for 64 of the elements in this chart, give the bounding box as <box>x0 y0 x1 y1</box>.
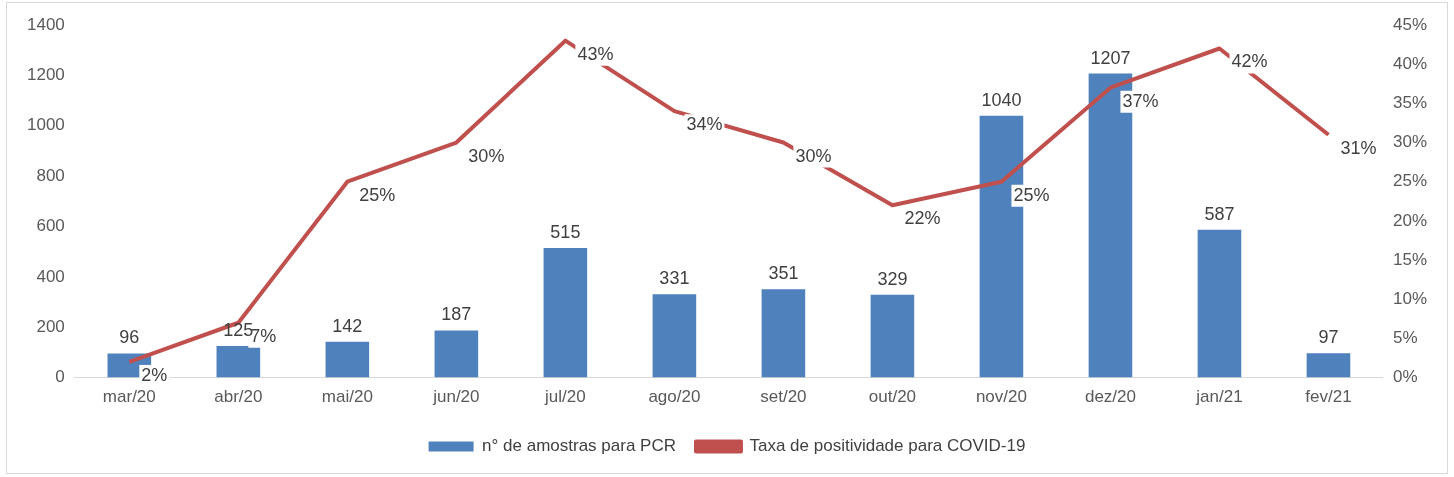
x-tick-label: fev/21 <box>1305 387 1352 407</box>
bar <box>1197 229 1242 378</box>
data-label: 25% <box>1013 184 1050 205</box>
data-label: 97 <box>1318 327 1339 348</box>
legend-label: n° de amostras para PCR <box>482 436 676 456</box>
y2-tick-label: 10% <box>1392 288 1428 308</box>
y-tick-label: 1200 <box>26 65 65 85</box>
bar <box>652 294 697 378</box>
data-label: 2% <box>141 364 168 385</box>
x-tick-label: ago/20 <box>648 387 701 407</box>
bar <box>325 341 370 378</box>
bar <box>761 289 806 378</box>
bar <box>216 346 261 378</box>
y-tick-label: 800 <box>36 165 65 185</box>
data-label: 43% <box>577 43 614 64</box>
bar <box>1306 353 1351 378</box>
y-tick-label: 200 <box>36 316 65 336</box>
data-label: 30% <box>795 145 832 166</box>
data-label: 30% <box>468 145 505 166</box>
y-tick-label: 1000 <box>26 115 65 135</box>
data-label: 25% <box>359 184 396 205</box>
data-label: 1207 <box>1090 47 1131 68</box>
data-label: 515 <box>550 221 581 242</box>
y2-tick-label: 45% <box>1392 14 1428 34</box>
data-label: 142 <box>332 315 363 336</box>
y-tick-label: 400 <box>36 266 65 286</box>
legend-label: Taxa de positividade para COVID-19 <box>749 436 1026 456</box>
bar <box>543 247 588 378</box>
data-label: 34% <box>686 114 723 135</box>
data-label: 96 <box>119 327 140 348</box>
x-tick-label: out/20 <box>868 387 917 407</box>
data-label: 42% <box>1231 51 1268 72</box>
y2-tick-label: 5% <box>1392 328 1418 348</box>
x-tick-label: jun/20 <box>432 387 480 407</box>
data-label: 587 <box>1204 203 1235 224</box>
y2-tick-label: 15% <box>1392 249 1428 269</box>
y2-tick-label: 35% <box>1392 93 1428 113</box>
x-tick-label: nov/20 <box>975 387 1027 407</box>
y2-tick-label: 40% <box>1392 53 1428 73</box>
data-label: 31% <box>1340 137 1377 158</box>
y2-tick-label: 30% <box>1392 132 1428 152</box>
x-tick-label: abr/20 <box>214 387 263 407</box>
data-label: 331 <box>659 268 690 289</box>
data-label: 1040 <box>981 89 1022 110</box>
data-label: 351 <box>768 263 799 284</box>
y-tick-label: 1400 <box>26 14 65 34</box>
y2-tick-label: 20% <box>1392 210 1428 230</box>
data-label: 22% <box>904 208 941 229</box>
y-tick-label: 600 <box>36 216 65 236</box>
x-tick-label: set/20 <box>760 387 807 407</box>
data-label: 329 <box>877 268 908 289</box>
data-label: 7% <box>250 325 277 346</box>
x-tick-label: jul/20 <box>544 387 586 407</box>
x-tick-label: jan/21 <box>1195 387 1243 407</box>
bar <box>870 294 915 378</box>
y2-tick-label: 25% <box>1392 171 1428 191</box>
data-label: 37% <box>1122 90 1159 111</box>
y2-tick-label: 0% <box>1392 367 1418 387</box>
bar <box>434 330 479 378</box>
y-tick-label: 0 <box>55 367 65 387</box>
x-tick-label: mai/20 <box>321 387 373 407</box>
x-tick-label: dez/20 <box>1084 387 1136 407</box>
data-label: 187 <box>441 304 472 325</box>
x-tick-label: mar/20 <box>102 387 156 407</box>
